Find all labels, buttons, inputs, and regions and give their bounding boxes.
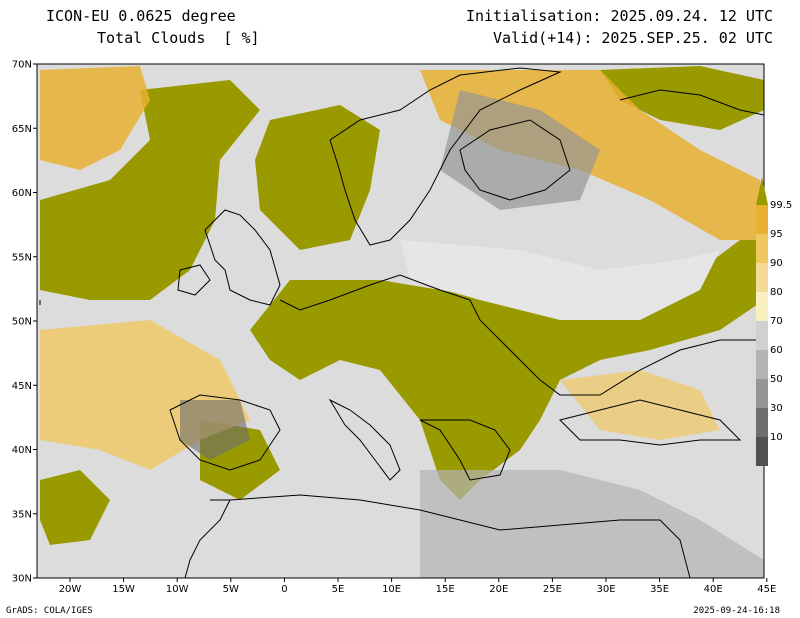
- lat-label: 35N: [12, 509, 32, 520]
- colorbar-swatch: [756, 292, 768, 321]
- map-title: ICON-EU 0.0625 degree: [46, 7, 236, 25]
- lon-label: 30E: [596, 584, 615, 595]
- colorbar-swatch: [756, 437, 768, 466]
- cloud-region-high: [600, 66, 764, 130]
- cloud-region-low: [420, 470, 764, 578]
- colorbar-label: 30: [770, 403, 783, 414]
- colorbar-label: 80: [770, 287, 783, 298]
- cloud-region-low: [440, 90, 600, 210]
- valid-time: Valid(+14): 2025.SEP.25. 02 UTC: [493, 29, 773, 47]
- colorbar-swatch: [756, 408, 768, 437]
- lon-label: 10E: [382, 584, 401, 595]
- colorbar-swatch: [756, 379, 768, 408]
- lon-label: 10W: [166, 584, 189, 595]
- lon-label: 25E: [543, 584, 562, 595]
- colorbar-label: 70: [770, 316, 783, 327]
- lon-label: 20E: [489, 584, 508, 595]
- colorbar-label: 50: [770, 374, 783, 385]
- lat-label: 45N: [12, 381, 32, 392]
- lat-label: 55N: [12, 252, 32, 263]
- longitude-axis: 20W 15W 10W 5W 0 5E 10E 15E 20E 25E 30E 35E 40E 45E: [59, 578, 776, 595]
- lon-label: 35E: [650, 584, 669, 595]
- colorbar-swatch: [756, 321, 768, 350]
- colorbar-label: 90: [770, 258, 783, 269]
- lat-label: 65N: [12, 124, 32, 135]
- lon-label: 5E: [332, 584, 345, 595]
- lat-label: 70N: [12, 60, 32, 71]
- colorbar-swatch: [756, 263, 768, 292]
- initialisation-time: Initialisation: 2025.09.24. 12 UTC: [465, 7, 773, 25]
- map-field: [37, 64, 764, 578]
- colorbar-label: 95: [770, 229, 783, 240]
- footer-timestamp: 2025-09-24-16:18: [693, 606, 780, 616]
- colorbar-swatch: [756, 205, 768, 234]
- lon-label: 45E: [757, 584, 776, 595]
- colorbar-label: 99.5: [770, 200, 792, 211]
- colorbar: 99.5 95 90 80 70 60 50 30 10: [756, 177, 792, 466]
- coastlines: [39, 67, 764, 578]
- colorbar-label: 60: [770, 345, 783, 356]
- cloud-region-mid: [40, 66, 150, 170]
- lat-label: 40N: [12, 445, 32, 456]
- lat-label: 60N: [12, 188, 32, 199]
- cloud-region-high: [255, 105, 380, 250]
- cloud-region-low: [180, 400, 250, 460]
- map-subtitle: Total Clouds [ %]: [97, 29, 260, 47]
- lon-label: 20W: [59, 584, 82, 595]
- cloud-region-high: [40, 80, 260, 300]
- lon-label: 15E: [436, 584, 455, 595]
- lon-label: 15W: [112, 584, 135, 595]
- lon-label: 0: [281, 584, 287, 595]
- cloud-region-high: [40, 470, 110, 545]
- latitude-axis: 70N 65N 60N 55N 50N 45N 40N 35N 30N: [12, 60, 37, 585]
- lat-label: 50N: [12, 317, 32, 328]
- colorbar-swatch: [756, 234, 768, 263]
- lat-label: 30N: [12, 574, 32, 585]
- cloud-region-clear: [400, 240, 720, 320]
- colorbar-label: 10: [770, 432, 783, 443]
- colorbar-arrow: [756, 177, 768, 205]
- lon-label: 5W: [223, 584, 239, 595]
- lon-label: 40E: [704, 584, 723, 595]
- cloud-region-mid: [560, 370, 720, 440]
- colorbar-swatch: [756, 350, 768, 379]
- footer-credit: GrADS: COLA/IGES: [6, 606, 93, 616]
